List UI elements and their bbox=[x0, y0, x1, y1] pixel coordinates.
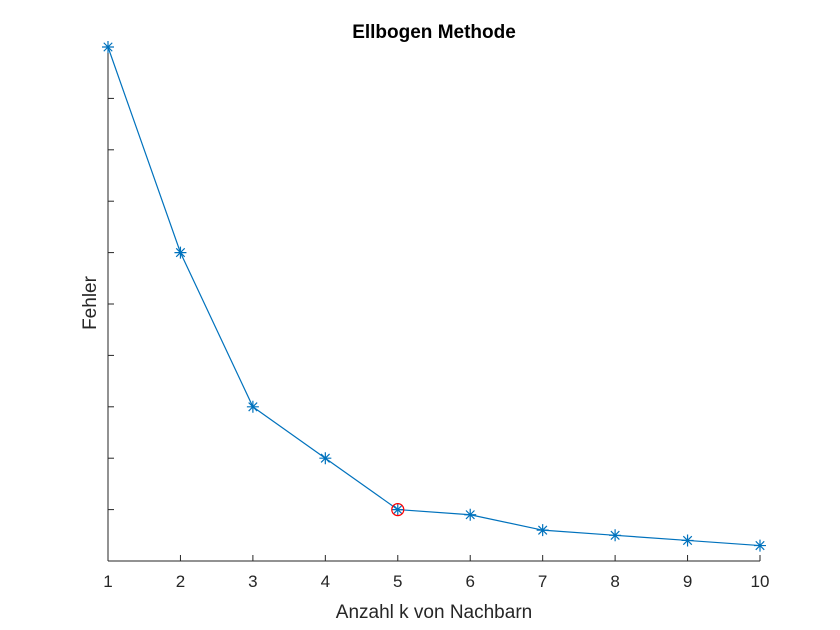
x-tick-label: 9 bbox=[683, 572, 692, 591]
series-line bbox=[107, 46, 761, 547]
x-tick-label: 4 bbox=[321, 572, 330, 591]
data-point-marker bbox=[536, 524, 549, 537]
plot-area: 1 2 3 4 5 6 7 8 9 10 bbox=[102, 41, 769, 591]
data-point-marker bbox=[102, 41, 114, 53]
x-tick-label: 1 bbox=[103, 572, 112, 591]
chart-title: Ellbogen Methode bbox=[352, 22, 516, 43]
x-tick-label: 3 bbox=[248, 572, 257, 591]
x-tick-label: 8 bbox=[610, 572, 619, 591]
x-tick-label: 7 bbox=[538, 572, 547, 591]
data-point-marker bbox=[319, 452, 332, 465]
x-tick-label: 2 bbox=[176, 572, 185, 591]
optimal-k-marker bbox=[391, 503, 405, 517]
x-tick-label: 10 bbox=[751, 572, 770, 591]
data-point-marker bbox=[609, 529, 622, 542]
data-point-marker bbox=[174, 246, 187, 259]
y-axis-label: Fehler bbox=[80, 275, 101, 330]
x-axis-label: Anzahl k von Nachbarn bbox=[336, 602, 532, 623]
x-tick-label: 6 bbox=[465, 572, 474, 591]
data-point-marker bbox=[754, 539, 766, 552]
data-point-marker bbox=[464, 508, 477, 521]
data-point-marker bbox=[681, 534, 694, 547]
data-point-marker bbox=[246, 400, 259, 413]
x-tick-label: 5 bbox=[393, 572, 402, 591]
data-point-marker bbox=[391, 503, 404, 516]
